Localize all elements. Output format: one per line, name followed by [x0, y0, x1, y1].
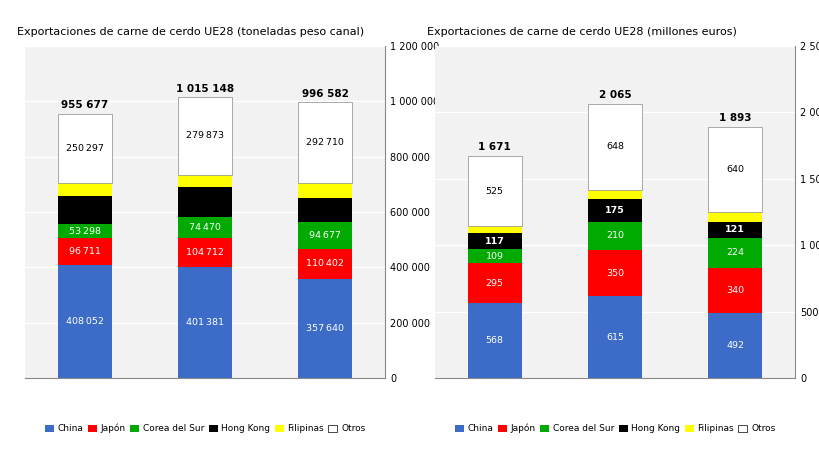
- Text: 955 677: 955 677: [61, 100, 108, 110]
- Text: 492: 492: [726, 341, 744, 350]
- Legend: China, Japón, Corea del Sur, Hong Kong, Filipinas, Otros: China, Japón, Corea del Sur, Hong Kong, …: [41, 420, 369, 437]
- Bar: [298, 248, 352, 279]
- Bar: [57, 183, 111, 196]
- Text: 109: 109: [485, 252, 503, 261]
- Text: 117: 117: [484, 236, 504, 246]
- Bar: [298, 279, 352, 378]
- Text: 53 298: 53 298: [69, 226, 101, 236]
- Bar: [298, 183, 352, 198]
- Bar: [467, 302, 521, 378]
- Text: 279 873: 279 873: [186, 131, 224, 141]
- Bar: [57, 196, 111, 224]
- Bar: [708, 212, 762, 222]
- Bar: [298, 102, 352, 183]
- Bar: [708, 313, 762, 378]
- Text: 340: 340: [726, 286, 744, 295]
- Bar: [178, 218, 232, 238]
- Text: 525: 525: [485, 187, 503, 195]
- Text: 250 297: 250 297: [66, 144, 103, 153]
- Text: 350: 350: [605, 269, 623, 278]
- Bar: [467, 226, 521, 233]
- Text: 996 582: 996 582: [301, 89, 348, 99]
- Bar: [708, 127, 762, 212]
- Bar: [467, 233, 521, 249]
- Bar: [178, 238, 232, 267]
- Text: Exportaciones de carne de cerdo UE28 (toneladas peso canal): Exportaciones de carne de cerdo UE28 (to…: [17, 27, 364, 37]
- Text: 1 671: 1 671: [477, 142, 510, 152]
- Text: 615: 615: [605, 333, 623, 342]
- Bar: [587, 190, 641, 199]
- Bar: [298, 222, 352, 248]
- Bar: [587, 104, 641, 190]
- Bar: [587, 296, 641, 378]
- Text: 1 893: 1 893: [718, 112, 750, 123]
- Bar: [298, 198, 352, 222]
- Bar: [57, 238, 111, 265]
- Bar: [708, 267, 762, 313]
- Bar: [178, 175, 232, 187]
- Text: 357 640: 357 640: [305, 324, 344, 333]
- Text: 94 677: 94 677: [309, 231, 341, 240]
- Text: 74 470: 74 470: [189, 223, 220, 232]
- Text: 408 052: 408 052: [66, 317, 103, 326]
- Bar: [587, 250, 641, 296]
- Bar: [178, 97, 232, 175]
- Text: 295: 295: [485, 278, 503, 288]
- Text: 401 381: 401 381: [186, 318, 224, 327]
- Text: 568: 568: [485, 336, 503, 345]
- Text: 210: 210: [605, 231, 623, 241]
- Bar: [178, 187, 232, 218]
- Bar: [178, 267, 232, 378]
- Legend: China, Japón, Corea del Sur, Hong Kong, Filipinas, Otros: China, Japón, Corea del Sur, Hong Kong, …: [450, 420, 778, 437]
- Text: 175: 175: [604, 206, 624, 215]
- Text: 640: 640: [726, 165, 744, 174]
- Bar: [467, 156, 521, 226]
- Text: 224: 224: [726, 248, 744, 257]
- Bar: [57, 114, 111, 183]
- Bar: [467, 249, 521, 263]
- Text: 648: 648: [605, 142, 623, 151]
- Bar: [708, 222, 762, 238]
- Text: 2 065: 2 065: [598, 90, 631, 100]
- Bar: [587, 222, 641, 250]
- Bar: [57, 265, 111, 378]
- Text: 96 711: 96 711: [69, 247, 101, 256]
- Text: 104 712: 104 712: [186, 248, 224, 257]
- Text: Exportaciones de carne de cerdo UE28 (millones euros): Exportaciones de carne de cerdo UE28 (mi…: [427, 27, 736, 37]
- Text: 121: 121: [725, 225, 744, 234]
- Text: 292 710: 292 710: [306, 138, 344, 148]
- Bar: [467, 263, 521, 302]
- Text: 1 015 148: 1 015 148: [176, 84, 233, 94]
- Bar: [57, 224, 111, 238]
- Bar: [708, 238, 762, 267]
- Text: 110 402: 110 402: [306, 260, 344, 268]
- Bar: [587, 199, 641, 222]
